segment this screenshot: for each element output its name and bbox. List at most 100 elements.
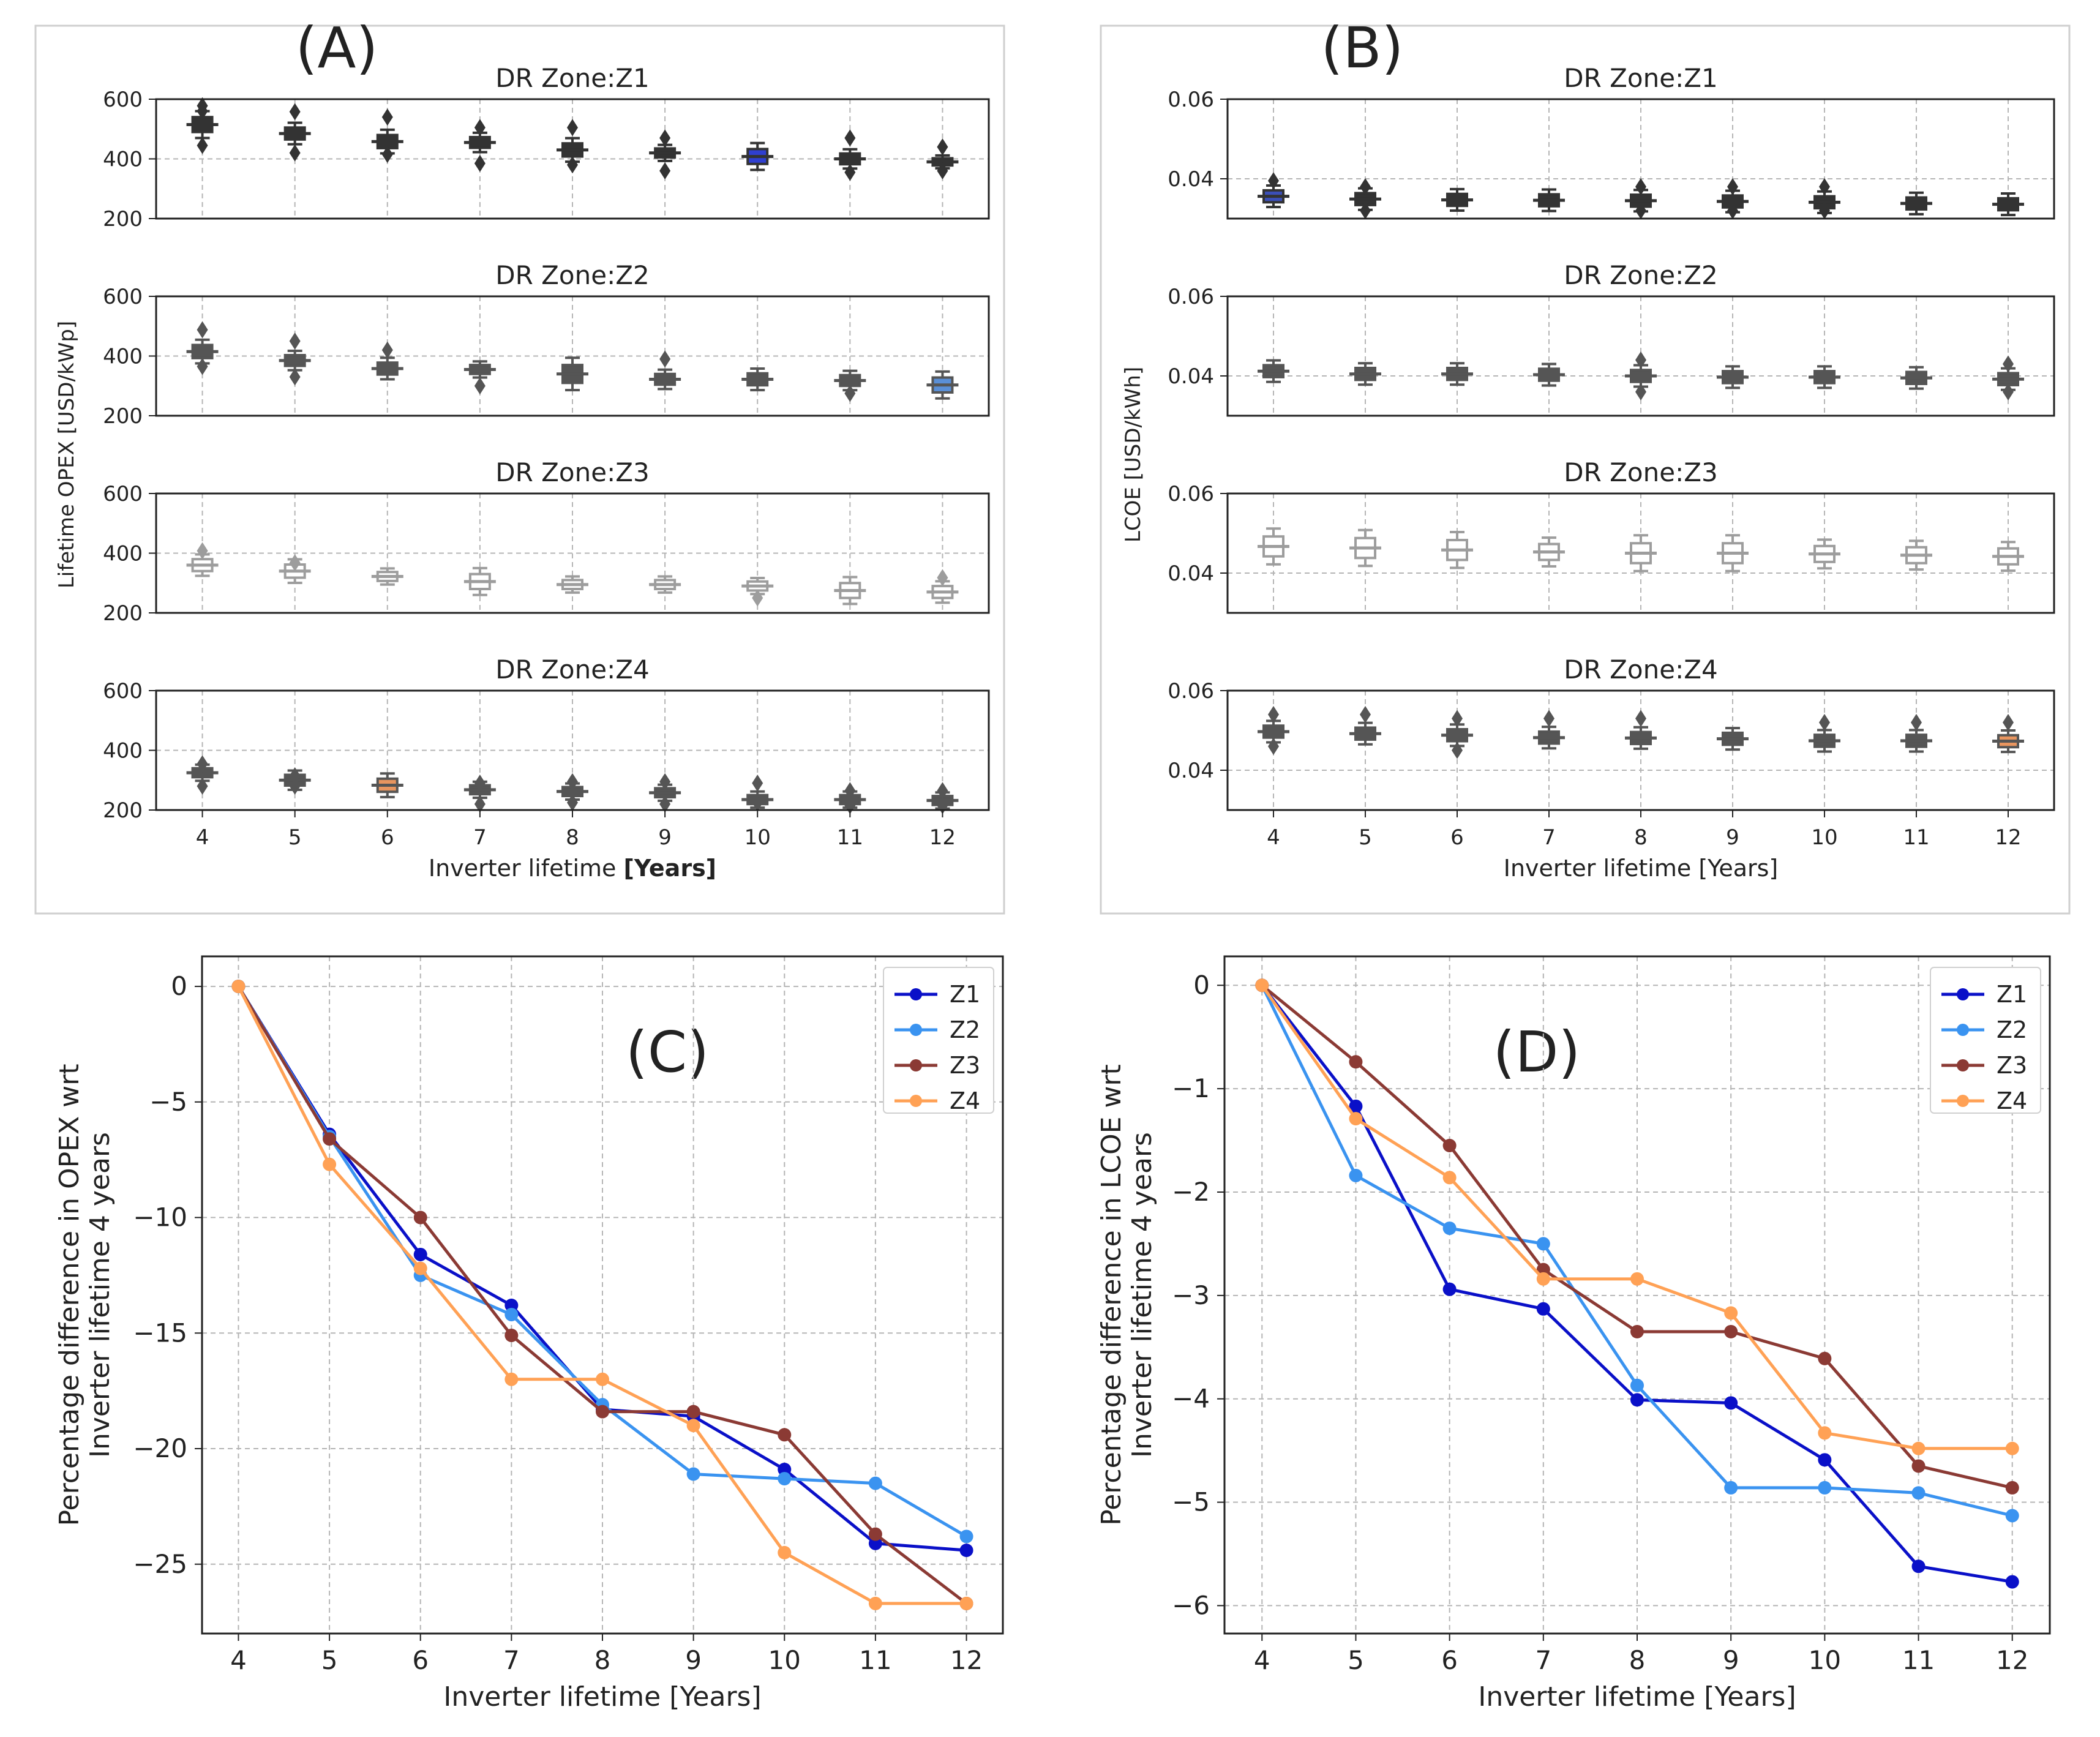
y-tick-label: 0.04	[1168, 561, 1214, 586]
outlier-point	[1727, 202, 1738, 219]
data-point-z4	[323, 1157, 337, 1171]
outlier-point	[1543, 710, 1554, 727]
legend-label: Z2	[1997, 1016, 2027, 1043]
x-tick-label: 4	[230, 1645, 247, 1675]
data-point-z1	[1442, 1282, 1457, 1296]
axes-frame	[155, 295, 990, 417]
y-axis-label-line1: Percentage difference in LCOE wrt	[1096, 1064, 1127, 1525]
panel-title: DR Zone:Z3	[1564, 457, 1717, 487]
outlier-point	[752, 793, 763, 811]
outlier-point	[1360, 178, 1371, 195]
y-tick-label: 0.04	[1168, 759, 1214, 783]
data-point-z2	[868, 1476, 882, 1490]
x-tick-label: 12	[929, 825, 956, 850]
outlier-point	[381, 146, 393, 163]
data-point-z3	[1630, 1324, 1644, 1338]
axes-frame	[155, 98, 990, 220]
data-point-z3	[1724, 1324, 1738, 1338]
y-tick-label: 600	[103, 679, 143, 703]
x-axis-label: Inverter lifetime [Years]	[1478, 1681, 1796, 1713]
y-tick-label: −4	[1172, 1384, 1210, 1414]
data-point-z1	[959, 1544, 973, 1558]
y-tick-label: −15	[133, 1318, 187, 1348]
y-tick-label: 600	[103, 482, 143, 506]
outlier-point	[1452, 710, 1463, 727]
y-tick-label: 0.06	[1168, 88, 1214, 112]
y-tick-label: −5	[149, 1087, 187, 1117]
x-tick-label: 9	[685, 1645, 702, 1675]
data-point-z4	[1442, 1171, 1457, 1185]
outlier-point	[381, 341, 393, 359]
y-tick-label: −10	[133, 1202, 187, 1232]
data-point-z3	[778, 1428, 792, 1442]
panel-title: DR Zone:Z3	[495, 457, 649, 487]
legend-label: Z1	[950, 981, 980, 1008]
x-tick-label: 9	[658, 825, 672, 850]
y-tick-label: 0	[171, 971, 187, 1001]
legend-swatch-marker	[1957, 988, 1969, 1000]
x-axis-label: Inverter lifetime [Years]	[443, 1681, 761, 1713]
x-tick-label: 10	[1809, 1645, 1841, 1675]
outlier-point	[659, 162, 671, 179]
x-tick-label: 8	[1629, 1645, 1646, 1675]
outlier-point	[197, 358, 208, 375]
outlier-point	[1268, 172, 1279, 190]
outlier-point	[937, 162, 948, 179]
outlier-point	[1635, 202, 1646, 219]
data-point-z1	[1724, 1396, 1738, 1410]
legend-label: Z4	[1997, 1087, 2027, 1114]
y-tick-label: −1	[1172, 1073, 1210, 1103]
x-tick-label: 4	[1267, 825, 1280, 850]
outlier-point	[2003, 355, 2014, 373]
outlier-point	[474, 795, 486, 813]
y-axis-label: LCOE [USD/kWh]	[1121, 367, 1146, 542]
data-point-z1	[1349, 1099, 1363, 1113]
data-point-z3	[596, 1405, 609, 1419]
outlier-point	[289, 554, 301, 572]
panel-title: DR Zone:Z1	[1564, 63, 1717, 93]
outlier-point	[937, 782, 948, 800]
data-point-z2	[1724, 1480, 1738, 1495]
outlier-point	[567, 156, 578, 174]
x-tick-label: 7	[503, 1645, 520, 1675]
panel-title: DR Zone:Z2	[495, 260, 649, 290]
box-panel-b-z1: 0.04 0.06 DR Zone:Z1	[1168, 63, 2055, 220]
panel-frame-a	[34, 24, 1005, 915]
outlier-point	[197, 321, 208, 339]
outlier-point	[197, 542, 208, 560]
outlier-point	[197, 778, 208, 795]
x-tick-label: 9	[1726, 825, 1739, 850]
box-panel-a-z1: 200 400 600 DR Zone:Z1	[103, 63, 990, 231]
data-point-z4	[413, 1261, 427, 1275]
data-point-z2	[1536, 1237, 1550, 1251]
line-chart-d: 4 5 6 7 8 9 10 11 12 0 −1 −2 −3 −4 −5 −6 Z1 Z2 Z3 Z4 Inverte…	[1096, 955, 2051, 1713]
data-point-z4	[2005, 1441, 2019, 1455]
axes-frame	[1223, 955, 2051, 1635]
y-tick-label: −25	[133, 1549, 187, 1579]
x-tick-label: 11	[859, 1645, 891, 1675]
axes-frame	[1226, 492, 2055, 614]
x-tick-label: 11	[1903, 825, 1929, 850]
legend-swatch-marker	[910, 1095, 922, 1107]
x-axis-label-unit: [Years]	[1698, 855, 1778, 882]
axes-frame	[201, 955, 1004, 1635]
x-tick-label: 6	[381, 825, 394, 850]
outlier-point	[1360, 706, 1371, 723]
legend-box	[1930, 967, 2041, 1114]
y-tick-label: −6	[1172, 1590, 1210, 1620]
figure-label-a: (A)	[296, 15, 378, 81]
data-point-z4	[504, 1372, 519, 1386]
x-tick-label: 9	[1723, 1645, 1739, 1675]
data-point-z4	[1911, 1441, 1926, 1455]
outlier-point	[752, 589, 763, 607]
outlier-point	[474, 377, 486, 395]
box-panel-a-z2: 200 400 600 DR Zone:Z2	[103, 260, 990, 429]
outlier-point	[474, 154, 486, 172]
x-tick-label: 10	[1811, 825, 1837, 850]
outlier-point	[659, 129, 671, 147]
figure-label-d: (D)	[1493, 1019, 1581, 1085]
outlier-point	[567, 773, 578, 790]
y-tick-label: 0	[1193, 970, 1210, 1000]
legend-label: Z2	[950, 1016, 980, 1043]
data-point-z2	[1442, 1221, 1457, 1236]
